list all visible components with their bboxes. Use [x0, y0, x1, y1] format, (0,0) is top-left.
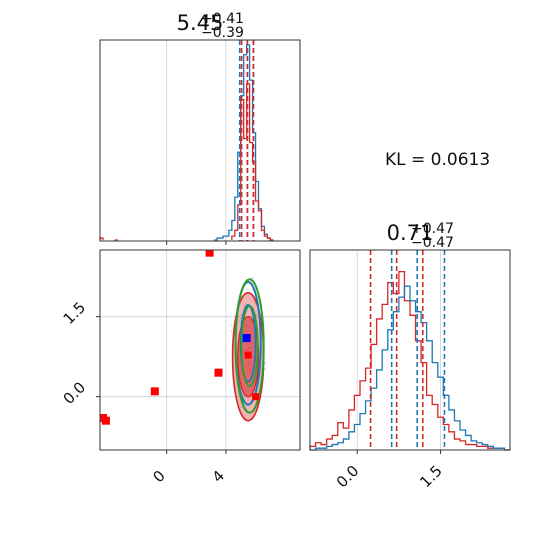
red-low-marker [252, 393, 260, 401]
quantile-lines [369, 250, 446, 450]
quantile-lines [238, 40, 255, 241]
grid-lines [166, 40, 227, 241]
histogram-step-blue [310, 285, 510, 451]
x-ticks: 0.0 1.5 [333, 450, 446, 491]
panel-title-param2: 0.71 [387, 221, 434, 245]
sample-point [252, 276, 255, 279]
histogram-step-red [309, 270, 510, 451]
red-square-marker [101, 416, 110, 425]
x-tick-label: 1.5 [416, 462, 446, 492]
axes-frame [99, 39, 301, 242]
markers [100, 250, 260, 425]
histogram-step-red [231, 83, 274, 241]
kl-annotation: KL = 0.0613 [385, 150, 490, 170]
y-tick-label: 1.5 [60, 298, 90, 328]
marginal-histogram-param2: 0.0 1.5 0.71 +0.47 −0.47 [309, 221, 511, 491]
sample-point [239, 317, 242, 320]
title-minus: −0.47 [411, 235, 454, 251]
x-tick-label: 0.0 [333, 462, 363, 492]
contour-green-outer [234, 278, 265, 414]
red-center-marker [244, 351, 252, 359]
y-tick-label: 0.0 [60, 378, 90, 408]
x-tick-label: 4 [209, 467, 228, 486]
contour-green-inner [240, 305, 259, 387]
sample-point [263, 368, 266, 371]
red-square-marker [205, 250, 214, 257]
red-square-marker [214, 368, 223, 377]
sample-point [240, 313, 243, 316]
sample-point [230, 324, 233, 327]
axes-frame [309, 249, 511, 451]
title-median: 5.45 [177, 11, 224, 35]
x-tick-label: 0 [149, 467, 168, 486]
panel-title-param1: 5.45 [177, 11, 224, 35]
grid-lines [100, 250, 300, 450]
title-minus: −0.39 [201, 25, 244, 41]
x-ticks [166, 241, 227, 245]
density-contours [230, 276, 266, 422]
axes-frame [99, 249, 301, 451]
blue-square-marker [242, 334, 251, 342]
histogram-series [309, 270, 510, 451]
sample-point [230, 330, 233, 333]
histogram-step-blue [214, 44, 274, 241]
title-median: 0.71 [387, 221, 434, 245]
sample-point [240, 405, 243, 408]
title-plus: +0.41 [201, 11, 244, 27]
title-plus: +0.47 [411, 221, 454, 237]
y-ticks: 0.0 1.5 [60, 298, 100, 408]
red-square-marker [150, 387, 159, 396]
marginal-histogram-param1: 5.45 +0.41 −0.39 [99, 11, 301, 245]
